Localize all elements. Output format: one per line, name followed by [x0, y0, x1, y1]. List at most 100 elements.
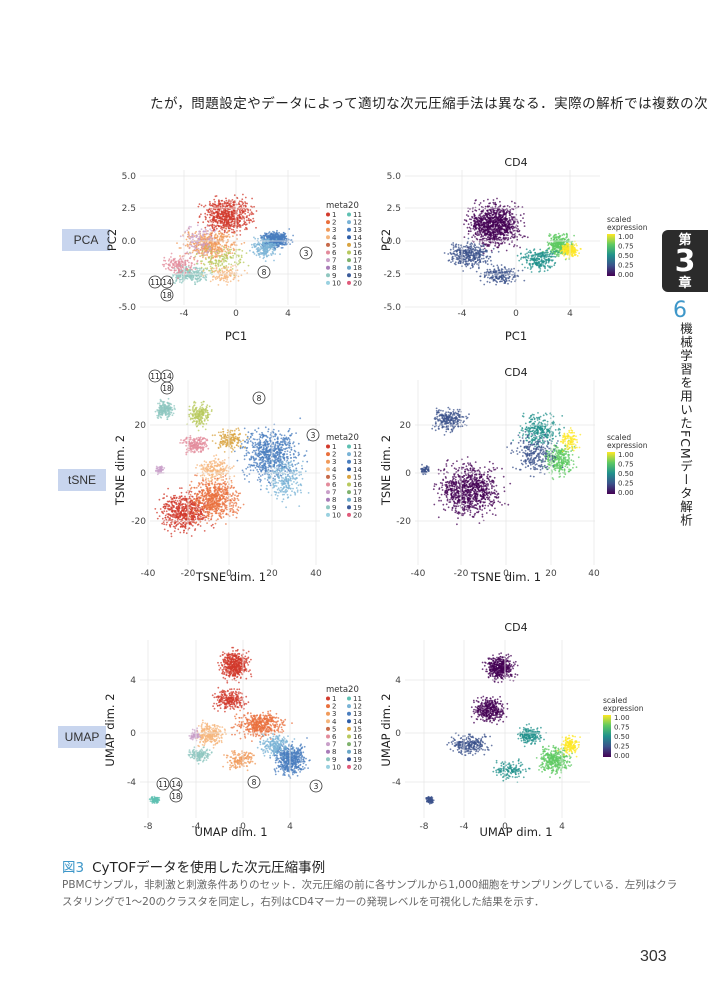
tsne_right-ytick: 0 [405, 469, 411, 479]
cluster-legend-swatch [347, 250, 351, 255]
cluster-callout-8: 8 [257, 265, 271, 279]
cluster-callout-3: 3 [299, 246, 313, 260]
cluster-callout-3: 3 [306, 428, 320, 442]
cluster-legend-item: 5 [332, 241, 336, 249]
cluster-legend-item: 18 [353, 496, 362, 504]
tsne_left-ytick: -20 [131, 517, 146, 527]
umap_left-ylabel: UMAP dim. 2 [103, 693, 117, 766]
expression-legend-tick: 0.00 [618, 271, 634, 279]
cluster-legend-swatch [347, 749, 351, 754]
cluster-legend-swatch [347, 227, 351, 232]
cluster-legend-swatch [326, 467, 330, 472]
pca_left-xtick: -4 [180, 309, 189, 319]
cluster-legend-item: 18 [353, 264, 362, 272]
umap_right-xlabel: UMAP dim. 1 [479, 825, 552, 839]
cluster-legend-swatch [347, 258, 351, 263]
cluster-legend-swatch [347, 242, 351, 247]
expression-legend-title: expression [603, 704, 644, 713]
pca_right-axes: -4 0 4 5.0 2.5 0.0 -2.5 -5.0 PC1 PC2 CD4 [379, 156, 600, 343]
cluster-legend-swatch [347, 505, 351, 510]
cluster-legend-item: 12 [353, 451, 362, 459]
method-label-tsne: tSNE [58, 469, 106, 491]
cluster-legend-item: 15 [353, 241, 362, 249]
tsne-left-points [154, 397, 310, 538]
cluster-callout-11: 11 [148, 275, 162, 289]
cluster-legend-swatch [347, 482, 351, 487]
expression-colorbar [607, 452, 615, 494]
cluster-legend-title: meta20 [326, 201, 359, 211]
cluster-legend-item: 13 [353, 226, 362, 234]
cluster-legend-swatch [326, 220, 330, 225]
cluster-legend-item: 3 [332, 226, 336, 234]
cluster-legend-item: 17 [353, 741, 362, 749]
cluster-legend-swatch [326, 711, 330, 716]
expression-legend-title: scaled [603, 696, 627, 705]
tsne_left-xtick: -40 [141, 569, 156, 579]
cluster-legend-swatch [347, 452, 351, 457]
cluster-legend-swatch [326, 726, 330, 731]
cluster-legend-swatch [347, 220, 351, 225]
umap_right-title: CD4 [504, 621, 527, 634]
cluster-legend-item: 17 [353, 489, 362, 497]
tsne_left-ylabel: TSNE dim. 2 [113, 435, 127, 506]
cluster-legend-swatch [347, 726, 351, 731]
cluster-legend-item: 7 [332, 489, 336, 497]
pca_right-xtick: -4 [458, 309, 467, 319]
cluster-legend-swatch [326, 490, 330, 495]
umap_left-ytick: 4 [130, 676, 136, 686]
cluster-legend-item: 8 [332, 496, 336, 504]
pca_right-xlabel: PC1 [505, 329, 527, 343]
expression-legend-tick: 1.00 [614, 714, 630, 722]
cluster-legend-item: 1 [332, 211, 336, 219]
cluster-legend-item: 8 [332, 264, 336, 272]
expression-legend-title: scaled [607, 433, 631, 442]
cluster-legend-item: 6 [332, 481, 337, 489]
cluster-callout-11: 11 [156, 777, 170, 791]
umap_left-ytick: -4 [127, 778, 136, 788]
expression-legend-tick: 0.75 [614, 724, 630, 732]
tsne_left-ytick: 20 [135, 421, 147, 431]
pca_right-xtick: 0 [513, 309, 519, 319]
cluster-legend-swatch [326, 482, 330, 487]
cluster-legend-swatch [326, 280, 330, 285]
cluster-legend-swatch [326, 452, 330, 457]
cluster-callout-8: 8 [252, 391, 266, 405]
cluster-legend-item: 2 [332, 219, 336, 227]
cluster-legend-swatch [326, 512, 330, 517]
cluster-legend-swatch [326, 273, 330, 278]
cluster-legend-swatch [347, 696, 351, 701]
cluster-legend-item: 6 [332, 249, 337, 257]
cluster-legend-swatch [347, 474, 351, 479]
cluster-legend-item: 16 [353, 733, 362, 741]
umap_left-ytick: 0 [130, 729, 136, 739]
pca_left-ytick: -2.5 [118, 270, 136, 280]
tsne_right-ytick: -20 [396, 517, 411, 527]
pca_left-ytick: 2.5 [122, 204, 136, 214]
expression-legend-tick: 0.50 [614, 733, 630, 741]
cluster-legend-item: 5 [332, 725, 336, 733]
tsne_right-xtick: 0 [503, 569, 509, 579]
cluster-legend-item: 11 [353, 443, 362, 451]
tsne_left-ytick: 0 [140, 469, 146, 479]
umap_right-xtick: -8 [420, 822, 429, 832]
cluster-legend-item: 4 [332, 718, 337, 726]
expression-legend-tick: 1.00 [618, 233, 634, 241]
pca_right-ytick: 2.5 [387, 204, 401, 214]
expression-legend-tick: 0.75 [618, 243, 634, 251]
cluster-callout-18: 18 [160, 381, 174, 395]
cluster-legend-swatch [326, 444, 330, 449]
cluster-legend-item: 16 [353, 249, 362, 257]
cluster-legend-item: 11 [353, 695, 362, 703]
expression-legend-title: expression [607, 223, 648, 232]
cluster-legend-item: 5 [332, 473, 336, 481]
cluster-legend-item: 7 [332, 257, 336, 265]
cluster-callout-3: 3 [309, 779, 323, 793]
cluster-legend-item: 20 [353, 279, 362, 287]
tsne_left-xtick: 40 [310, 569, 322, 579]
cluster-legend-item: 16 [353, 481, 362, 489]
tsne_right-xlabel: TSNE dim. 1 [470, 570, 541, 584]
